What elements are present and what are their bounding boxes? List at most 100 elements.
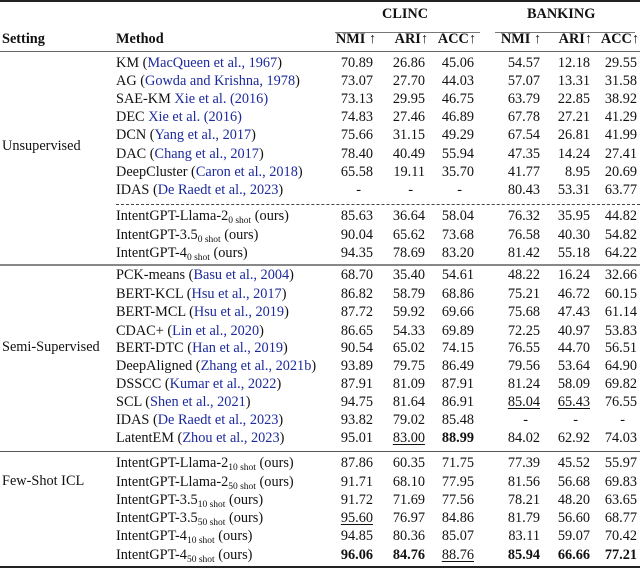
method-cell: IntentGPT-Llama-250 shot (ours) [116, 473, 294, 492]
method-cell: BERT-DTC (Han et al., 2019) [116, 340, 288, 356]
method-name: IntentGPT-4 [116, 547, 187, 563]
citation-link[interactable]: Xie et al. (2016) [148, 109, 242, 125]
citation-link[interactable]: Lin et al., 2020 [172, 323, 260, 339]
citation-link[interactable]: Hsu et al., 2017 [191, 286, 282, 302]
method-name: KM [116, 55, 140, 71]
shot-subscript: 50 shot [186, 555, 215, 565]
citation-link[interactable]: Han et al., 2019 [192, 340, 283, 356]
table-row: SAE-KM Xie et al. (2016) 73.13 29.95 46.75 6… [0, 90, 640, 108]
metric-value: 41.29 [604, 109, 637, 125]
ours-suffix: (ours) [224, 227, 259, 243]
metric-value: 87.91 [340, 376, 373, 392]
setting-unsupervised: Unsupervised [2, 138, 81, 154]
metric-value: 66.66 [557, 547, 590, 563]
metric-value: 69.66 [441, 304, 474, 320]
metric-value: 76.55 [604, 394, 637, 410]
metric-value: 40.97 [557, 323, 590, 339]
table-row: IntentGPT-Llama-20 shot (ours) 85.63 36.64… [0, 207, 640, 226]
method-cell: IntentGPT-Llama-210 shot (ours) [116, 454, 294, 473]
metric-value: 12.18 [557, 55, 590, 71]
dashed-separator [116, 204, 640, 205]
metric-value: 41.99 [604, 127, 637, 143]
metric-value: 44.03 [441, 73, 474, 89]
shot-subscript: 50 shot [197, 518, 226, 528]
metric-value: 86.82 [340, 286, 373, 302]
citation-link[interactable]: Caron et al., 2018 [195, 164, 298, 180]
metric-value: 83.20 [441, 245, 474, 261]
table-row: BERT-DTC (Han et al., 2019) 90.54 65.02 74.… [0, 339, 640, 357]
metric-value: 69.83 [604, 474, 637, 490]
citation-link[interactable]: Shen et al., 2021 [150, 394, 246, 410]
citation-link[interactable]: MacQueen et al., 1967 [147, 55, 278, 71]
metric-value: 68.70 [340, 267, 373, 283]
metric-header: ACC↑ [600, 31, 639, 47]
metric-value: 71.75 [441, 455, 474, 471]
metric-value: 46.75 [441, 91, 474, 107]
table-row: PCK-means (Basu et al., 2004) 68.70 35.40 5… [0, 266, 640, 284]
metric-value: 54.61 [441, 267, 474, 283]
metric-value: 84.76 [392, 547, 425, 563]
citation-link[interactable]: De Raedt et al., 2023 [157, 182, 279, 198]
table-row: DCN (Yang et al., 2017) 75.66 31.15 49.29 67… [0, 126, 640, 144]
ours-suffix: (ours) [218, 528, 253, 544]
method-cell: SAE-KM Xie et al. (2016) [116, 90, 268, 108]
metric-value: 56.60 [557, 510, 590, 526]
metric-value: 14.24 [557, 146, 590, 162]
setting-semi-supervised: Semi-Supervised [2, 339, 100, 355]
citation-link[interactable]: Hsu et al., 2019 [193, 304, 285, 320]
metric-value: 74.83 [340, 109, 373, 125]
metric-value: 60.35 [392, 455, 425, 471]
citation-link[interactable]: Gowda and Krishna, 1978 [145, 73, 296, 89]
method-cell: IDAS (De Raedt et al., 2023) [116, 182, 284, 198]
citation-link[interactable]: Yang et al., 2017 [154, 127, 252, 143]
metric-value: 88.99 [441, 430, 474, 446]
metric-value: 93.82 [340, 412, 373, 428]
metric-value: 84.86 [441, 510, 474, 526]
metric-value: - [573, 412, 578, 428]
citation-link[interactable]: Zhou et al., 2023 [182, 430, 280, 446]
method-name: IntentGPT-Llama-2 [116, 208, 229, 224]
citation-link[interactable]: Basu et al., 2004 [193, 267, 290, 283]
metric-value: 83.00 [392, 430, 425, 446]
metric-value: 65.02 [392, 340, 425, 356]
method-name: BERT-KCL [116, 286, 184, 302]
metric-value: 48.20 [557, 492, 590, 508]
shot-subscript: 10 shot [197, 500, 226, 510]
bottom-rule [0, 566, 640, 568]
metric-value: 70.42 [604, 528, 637, 544]
citation-link[interactable]: De Raedt et al., 2023 [157, 412, 279, 428]
metric-value: 44.70 [557, 340, 590, 356]
metric-value: 46.89 [441, 109, 474, 125]
shot-subscript: 0 shot [186, 253, 210, 263]
metric-value: 53.83 [604, 323, 637, 339]
shot-subscript: 0 shot [197, 235, 221, 245]
metric-value: 8.95 [564, 164, 590, 180]
metric-value: 75.21 [507, 286, 540, 302]
metric-header: ARI↑ [394, 31, 428, 47]
citation-link[interactable]: Kumar et al., 2022 [169, 376, 277, 392]
citation-link[interactable]: Xie et al. (2016) [174, 91, 269, 107]
method-name: IDAS [116, 182, 150, 198]
method-cell: PCK-means (Basu et al., 2004) [116, 267, 294, 283]
metric-value: 86.91 [441, 394, 474, 410]
metric-value: 67.78 [507, 109, 540, 125]
metric-value: 48.22 [507, 267, 540, 283]
metric-value: 77.39 [507, 455, 540, 471]
metric-value: 35.70 [441, 164, 474, 180]
citation-link[interactable]: Chang et al., 2017 [154, 146, 259, 162]
method-name: IntentGPT-4 [116, 528, 187, 544]
method-name: AG [116, 73, 137, 89]
metric-value: 59.92 [392, 304, 425, 320]
metric-value: 58.79 [392, 286, 425, 302]
shot-subscript: 10 shot [186, 536, 215, 546]
metric-value: 81.24 [507, 376, 540, 392]
table-row: DSSCC (Kumar et al., 2022) 87.91 81.09 87.9… [0, 375, 640, 393]
method-cell: DeepCluster (Caron et al., 2018) [116, 164, 303, 180]
metric-value: 56.68 [557, 474, 590, 490]
metric-value: 69.89 [441, 323, 474, 339]
method-cell: BERT-KCL (Hsu et al., 2017) [116, 286, 287, 302]
method-name: DSSCC [116, 376, 162, 392]
metric-value: 27.46 [392, 109, 425, 125]
citation-link[interactable]: Zhang et al., 2021b [200, 358, 312, 374]
method-name: IntentGPT-3.5 [116, 510, 198, 526]
